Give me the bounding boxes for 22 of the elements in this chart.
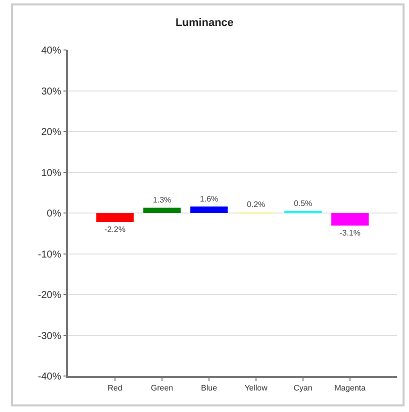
y-tick-label: 0% (46, 208, 62, 220)
x-tick-label: Cyan (294, 383, 312, 392)
x-tick-label: Red (108, 383, 122, 392)
y-tick-label: -10% (38, 249, 62, 260)
data-label: -3.1% (340, 228, 360, 238)
data-label: 0.2% (246, 200, 266, 209)
y-tick-label: 30% (41, 86, 62, 98)
y-tick-label: -20% (38, 290, 62, 301)
x-tick-label: Green (150, 383, 174, 392)
y-tick-label: 40% (41, 46, 62, 56)
y-tick-label: 10% (41, 168, 62, 179)
data-label: -2.2% (104, 224, 126, 234)
x-tick-label: Blue (200, 383, 218, 392)
data-label: 1.6% (200, 194, 218, 204)
y-tick-label: -40% (38, 372, 62, 382)
data-label: 1.3% (152, 196, 172, 205)
y-tick-label: 20% (41, 127, 62, 138)
data-label: 0.5% (294, 198, 312, 208)
x-tick-label: Yellow (244, 383, 268, 392)
y-tick-label: -30% (38, 330, 62, 342)
x-tick-label: Magenta (334, 383, 366, 392)
chart-title: Luminance (175, 17, 234, 30)
